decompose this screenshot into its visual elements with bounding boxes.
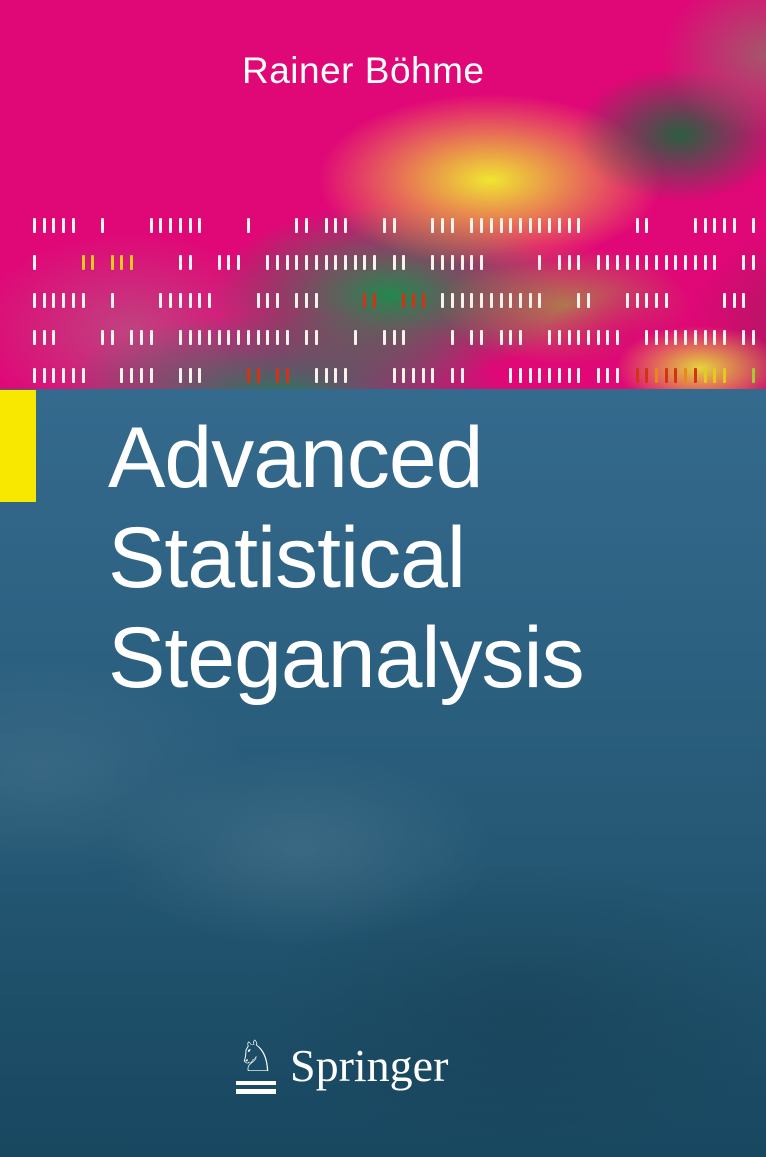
- tick-row: [33, 368, 762, 383]
- title-line-1: Advanced: [108, 410, 484, 506]
- publisher-logo: ♘ Springer: [236, 1034, 448, 1094]
- cover-body-background: [0, 389, 766, 1157]
- knight-glyph: ♘: [236, 1032, 276, 1082]
- tick-row: [33, 218, 762, 233]
- book-title: Advanced Statistical Steganalysis: [108, 408, 585, 708]
- yellow-accent-square: [0, 390, 36, 502]
- title-line-3: Steganalysis: [108, 610, 585, 706]
- springer-horse-icon: ♘: [236, 1034, 276, 1094]
- tick-row: [33, 293, 762, 308]
- logo-pedestal-bar-top: [236, 1081, 276, 1085]
- author-name: Rainer Böhme: [242, 50, 485, 91]
- title-line-2: Statistical: [108, 510, 466, 606]
- tick-row: [33, 255, 762, 270]
- logo-pedestal-bar-bottom: [236, 1089, 276, 1094]
- cover-art: Rainer Böhme: [0, 0, 766, 390]
- publisher-name: Springer: [290, 1040, 449, 1091]
- tick-row: [33, 330, 762, 345]
